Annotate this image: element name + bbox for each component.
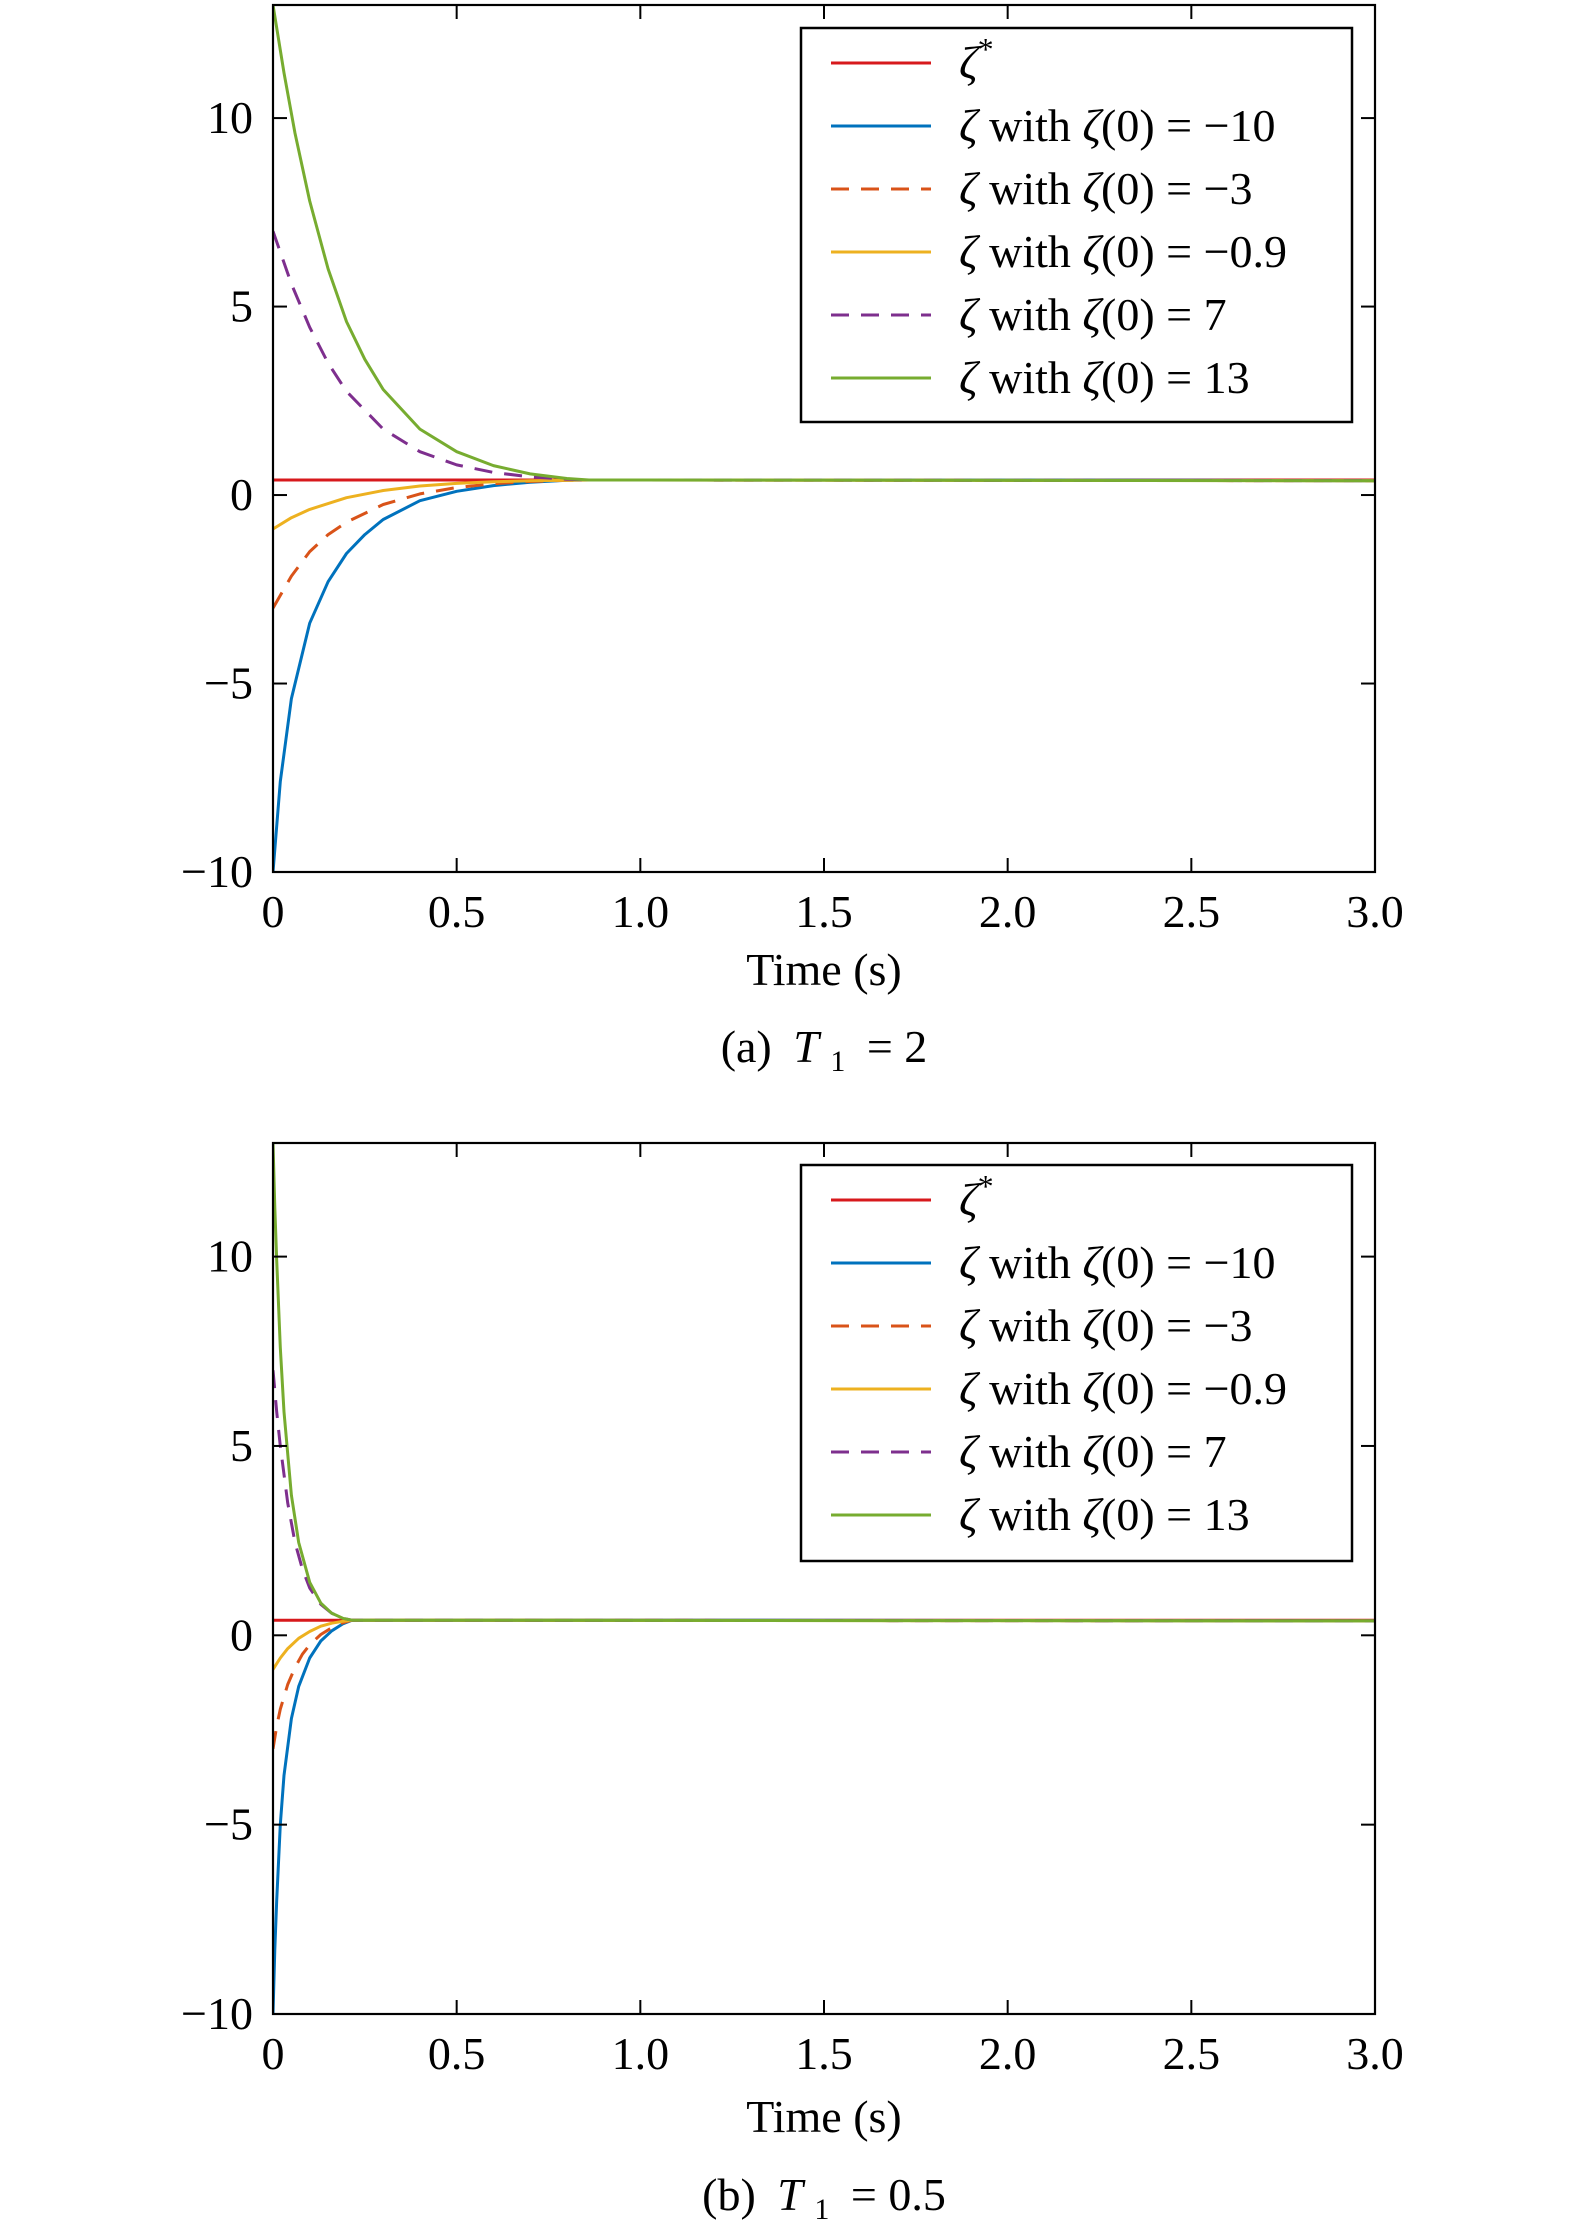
panel-a-series-line-3 bbox=[273, 478, 1375, 531]
panel-a-series-line-5 bbox=[273, 5, 1375, 483]
panel-a: 0 0.5 1.0 1.5 2.0 2.5 3.0 −10 −5 0 5 10 ζ* ζ with ζ(… bbox=[181, 3, 1404, 1081]
panel-b-legend-items: ζ* ζ with ζ(0) = −10 ζ with ζ(0) = −3 ζ wit… bbox=[831, 1168, 1287, 1540]
panel-b-ytick-label-2: 0 bbox=[230, 1609, 253, 1660]
panel-b-xtick-label-0: 0 bbox=[262, 2028, 285, 2079]
panel-b: 0 0.5 1.0 1.5 2.0 2.5 3.0 −10 −5 0 5 10 ζ* ζ with ζ(… bbox=[181, 1141, 1404, 2229]
panel-b-series-line-5 bbox=[273, 1143, 1375, 1623]
panel-a-series-line-1 bbox=[273, 478, 1375, 872]
panel-b-caption-variable: T bbox=[777, 2169, 806, 2220]
panel-b-ticks: 0 0.5 1.0 1.5 2.0 2.5 3.0 −10 −5 0 5 10 bbox=[181, 1143, 1404, 2079]
panel-a-xtick-label-6: 3.0 bbox=[1346, 886, 1404, 937]
panel-a-ytick-label-3: 5 bbox=[230, 281, 253, 332]
panel-a-legend-box bbox=[799, 26, 1354, 424]
panel-b-legend-label-1: ζ with ζ(0) = −10 bbox=[959, 1237, 1276, 1288]
panel-a-xtick-label-2: 1.0 bbox=[612, 886, 670, 937]
panel-a-xlabel: Time (s) bbox=[746, 944, 902, 995]
panel-b-xtick-label-2: 1.0 bbox=[612, 2028, 670, 2079]
panel-a-ticks: 0 0.5 1.0 1.5 2.0 2.5 3.0 −10 −5 0 5 10 bbox=[181, 5, 1404, 937]
panel-b-legend-label-3: ζ with ζ(0) = −0.9 bbox=[959, 1363, 1287, 1414]
panel-a-caption: (a) T 1 = 2 bbox=[721, 1021, 928, 1081]
panel-b-legend-label-0: ζ* bbox=[959, 1168, 994, 1225]
panel-b-legend: ζ* ζ with ζ(0) = −10 ζ with ζ(0) = −3 ζ wit… bbox=[799, 1163, 1354, 1563]
panel-b-xlabel: Time (s) bbox=[746, 2091, 902, 2142]
panel-a-legend-label-0: ζ* bbox=[959, 31, 994, 88]
panel-a-legend-label-5: ζ with ζ(0) = 13 bbox=[959, 352, 1250, 403]
panel-b-xtick-label-3: 1.5 bbox=[795, 2028, 853, 2079]
panel-b-xtick-label-1: 0.5 bbox=[428, 2028, 486, 2079]
panel-a-caption-subscript: 1 bbox=[830, 1045, 845, 1078]
panel-b-xtick-label-4: 2.0 bbox=[979, 2028, 1037, 2079]
panel-b-ytick-label-4: 10 bbox=[207, 1231, 253, 1282]
panel-b-ytick-label-1: −5 bbox=[204, 1799, 253, 1850]
panel-a-xtick-label-5: 2.5 bbox=[1163, 886, 1221, 937]
panel-a-xtick-label-0: 0 bbox=[262, 886, 285, 937]
panel-b-legend-label-4: ζ with ζ(0) = 7 bbox=[959, 1426, 1227, 1477]
panel-a-caption-prefix: (a) bbox=[721, 1021, 772, 1072]
panel-b-legend-box bbox=[799, 1163, 1354, 1563]
panel-b-caption-prefix: (b) bbox=[702, 2169, 756, 2220]
panel-a-ytick-label-0: −10 bbox=[181, 846, 253, 897]
panel-a-legend-label-2: ζ with ζ(0) = −3 bbox=[959, 163, 1253, 214]
panel-a-xtick-label-1: 0.5 bbox=[428, 886, 486, 937]
panel-a-ytick-label-1: −5 bbox=[204, 658, 253, 709]
panel-b-xtick-label-6: 3.0 bbox=[1346, 2028, 1404, 2079]
panel-b-series-line-1 bbox=[273, 1618, 1375, 2014]
panel-b-caption-subscript: 1 bbox=[814, 2193, 829, 2226]
panel-a-ytick-label-4: 10 bbox=[207, 92, 253, 143]
panel-b-xtick-label-5: 2.5 bbox=[1163, 2028, 1221, 2079]
panel-a-caption-value: = 2 bbox=[867, 1021, 927, 1072]
panel-b-legend-label-5: ζ with ζ(0) = 13 bbox=[959, 1489, 1250, 1540]
panel-a-legend-items: ζ* ζ with ζ(0) = −10 ζ with ζ(0) = −3 ζ wit… bbox=[831, 31, 1287, 403]
panel-a-ytick-label-2: 0 bbox=[230, 469, 253, 520]
panel-a-legend: ζ* ζ with ζ(0) = −10 ζ with ζ(0) = −3 ζ wit… bbox=[799, 26, 1354, 424]
panel-b-ytick-label-0: −10 bbox=[181, 1988, 253, 2039]
panel-a-series-line-2 bbox=[273, 478, 1375, 609]
panel-a-caption-variable: T bbox=[793, 1021, 822, 1072]
panel-a-series bbox=[273, 5, 1375, 872]
panel-a-xtick-label-3: 1.5 bbox=[795, 886, 853, 937]
panel-b-caption: (b) T 1 = 0.5 bbox=[702, 2169, 946, 2229]
panel-b-caption-value: = 0.5 bbox=[851, 2169, 946, 2220]
panel-b-legend-label-2: ζ with ζ(0) = −3 bbox=[959, 1300, 1253, 1351]
panel-b-series-line-3 bbox=[273, 1618, 1375, 1671]
panel-b-ytick-label-3: 5 bbox=[230, 1420, 253, 1471]
panel-a-legend-label-1: ζ with ζ(0) = −10 bbox=[959, 100, 1276, 151]
panel-a-legend-label-4: ζ with ζ(0) = 7 bbox=[959, 289, 1227, 340]
panel-a-legend-label-3: ζ with ζ(0) = −0.9 bbox=[959, 226, 1287, 277]
panel-b-series-line-2 bbox=[273, 1618, 1375, 1750]
panel-a-xtick-label-4: 2.0 bbox=[979, 886, 1037, 937]
